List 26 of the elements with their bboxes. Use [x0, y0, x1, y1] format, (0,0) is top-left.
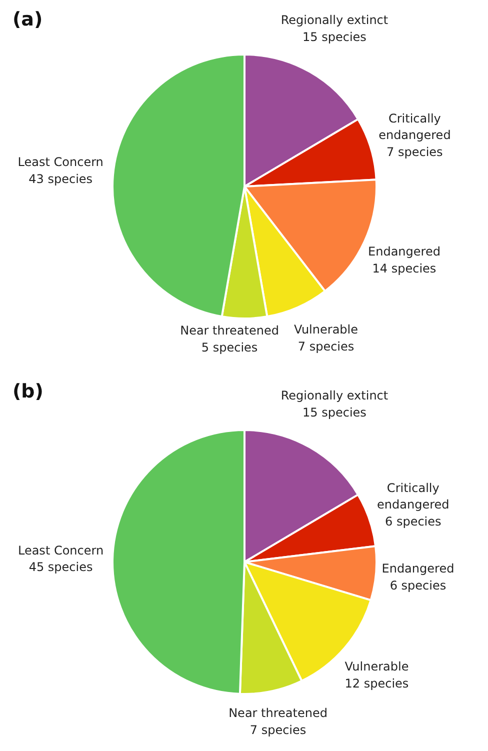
data-label: 15 species	[302, 405, 366, 420]
slice-label: Endangered	[368, 244, 440, 259]
slice-label: Critically endangered	[378, 111, 451, 142]
slice-label: Critically endangered	[377, 480, 450, 512]
data-label: 43 species	[28, 172, 93, 186]
data-label: 7 species	[250, 722, 306, 737]
data-label: 6 species	[390, 578, 446, 592]
data-label: 6 species	[385, 514, 442, 528]
chart-title: (b)	[12, 380, 44, 402]
slice-label: Least Concern	[18, 155, 104, 170]
data-label: 14 species	[372, 261, 436, 276]
slice-label: Regionally extinct	[280, 13, 388, 28]
data-label: 5 species	[201, 340, 258, 354]
slice-label: Regionally extinct	[280, 388, 388, 403]
slice-label: Endangered	[382, 562, 454, 576]
slice-label: Least Concern	[18, 543, 104, 558]
chart-title: (a)	[12, 8, 43, 30]
slice-label: Vulnerable	[344, 660, 409, 674]
slice-label: Near threatened	[228, 706, 328, 720]
data-label: 15 species	[302, 30, 366, 44]
data-label: 12 species	[344, 676, 409, 691]
data-label: 7 species	[386, 144, 443, 159]
data-label: 7 species	[298, 339, 354, 354]
slice-label: Vulnerable	[294, 322, 358, 336]
data-label: 45 species	[28, 560, 93, 574]
slice-label: Near threatened	[180, 324, 279, 338]
